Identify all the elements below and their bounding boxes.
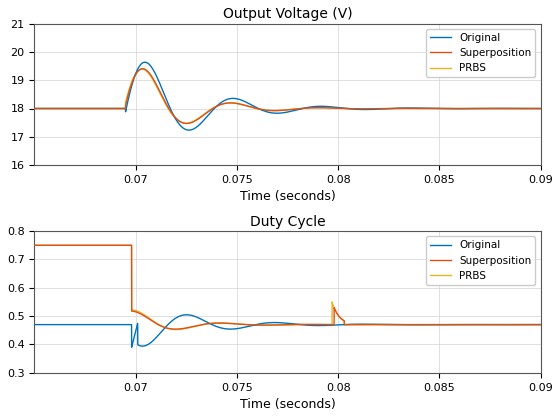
Original bbox=[279, 320, 286, 325]
PRBS bbox=[31, 106, 38, 111]
Original bbox=[31, 106, 38, 111]
PRBS bbox=[173, 327, 180, 332]
Superposition bbox=[130, 309, 137, 314]
Superposition bbox=[172, 326, 179, 331]
Original bbox=[128, 345, 135, 350]
X-axis label: Time (seconds): Time (seconds) bbox=[240, 398, 335, 411]
Title: Output Voltage (V): Output Voltage (V) bbox=[223, 7, 352, 21]
Original bbox=[185, 127, 192, 133]
Superposition bbox=[538, 106, 544, 111]
Original bbox=[52, 106, 59, 111]
Legend: Original, Superposition, PRBS: Original, Superposition, PRBS bbox=[426, 29, 535, 77]
Superposition bbox=[34, 243, 40, 248]
PRBS bbox=[511, 322, 517, 327]
Superposition bbox=[52, 243, 59, 248]
X-axis label: Time (seconds): Time (seconds) bbox=[240, 191, 335, 204]
PRBS bbox=[511, 106, 517, 111]
Line: Superposition: Superposition bbox=[34, 245, 541, 329]
PRBS bbox=[62, 106, 68, 111]
Original bbox=[62, 106, 68, 111]
Original bbox=[130, 336, 137, 342]
Line: PRBS: PRBS bbox=[34, 245, 541, 329]
Superposition bbox=[511, 322, 517, 327]
Superposition bbox=[538, 322, 544, 327]
PRBS bbox=[31, 243, 38, 248]
Superposition bbox=[62, 106, 68, 111]
Original bbox=[279, 110, 286, 115]
PRBS bbox=[62, 243, 68, 248]
Superposition bbox=[52, 106, 59, 111]
Superposition bbox=[183, 121, 190, 126]
PRBS bbox=[278, 322, 285, 327]
PRBS bbox=[52, 106, 59, 111]
PRBS bbox=[183, 121, 189, 126]
Original bbox=[52, 322, 59, 327]
Original bbox=[511, 322, 517, 327]
PRBS bbox=[52, 243, 59, 248]
Superposition bbox=[31, 243, 38, 248]
Original bbox=[34, 106, 40, 111]
Line: Original: Original bbox=[34, 315, 541, 347]
Line: PRBS: PRBS bbox=[34, 69, 541, 123]
Superposition bbox=[511, 106, 517, 111]
PRBS bbox=[279, 108, 286, 113]
Superposition bbox=[130, 76, 137, 81]
Original bbox=[130, 77, 137, 82]
Title: Duty Cycle: Duty Cycle bbox=[250, 214, 325, 229]
Superposition bbox=[278, 322, 285, 327]
PRBS bbox=[34, 243, 40, 248]
Superposition bbox=[139, 66, 146, 71]
Legend: Original, Superposition, PRBS: Original, Superposition, PRBS bbox=[426, 236, 535, 285]
PRBS bbox=[538, 106, 544, 111]
PRBS bbox=[138, 66, 145, 71]
Original bbox=[538, 106, 544, 111]
Original bbox=[34, 322, 40, 327]
Superposition bbox=[279, 108, 286, 113]
Original bbox=[538, 322, 544, 327]
Line: Superposition: Superposition bbox=[34, 69, 541, 123]
Original bbox=[511, 106, 517, 111]
Superposition bbox=[62, 243, 68, 248]
Superposition bbox=[34, 106, 40, 111]
PRBS bbox=[34, 106, 40, 111]
Original bbox=[31, 322, 38, 327]
PRBS bbox=[538, 322, 544, 327]
Line: Original: Original bbox=[34, 62, 541, 130]
Original bbox=[142, 60, 148, 65]
Original bbox=[183, 312, 190, 317]
PRBS bbox=[130, 75, 137, 80]
Superposition bbox=[31, 106, 38, 111]
Original bbox=[62, 322, 68, 327]
PRBS bbox=[130, 308, 137, 313]
